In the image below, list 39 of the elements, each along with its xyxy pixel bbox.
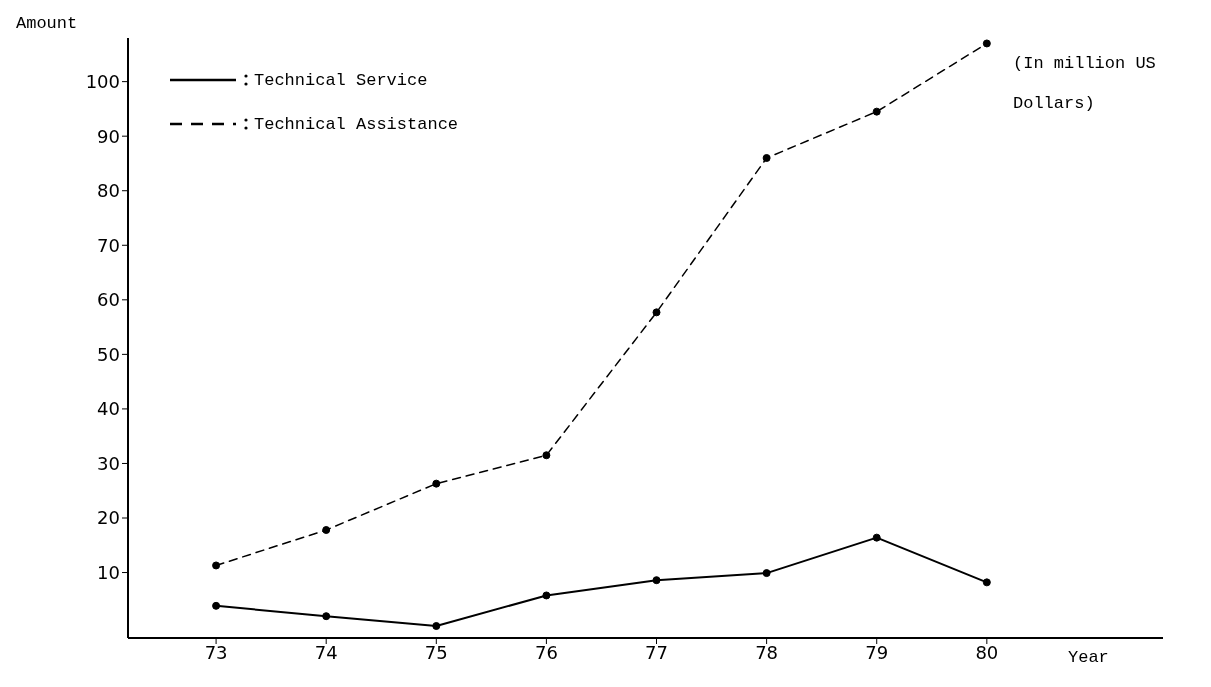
- point: [762, 569, 771, 578]
- point: [322, 612, 331, 621]
- point: [982, 39, 991, 48]
- point: [982, 578, 991, 587]
- x-tick-label: 79: [865, 641, 889, 663]
- y-tick-label: 40: [97, 398, 120, 420]
- point: [322, 526, 331, 534]
- point: [652, 576, 661, 585]
- y-tick-label: 10: [97, 561, 120, 583]
- y-axis-title: Amount: [16, 14, 78, 33]
- y-tick-label: 90: [97, 125, 120, 147]
- point: [872, 107, 881, 116]
- text: (In million US Dollars): [1013, 54, 1156, 113]
- y-tick-label: 100: [85, 71, 120, 93]
- x-tick-label: 80: [975, 641, 999, 663]
- point: [432, 622, 441, 630]
- point: [652, 308, 661, 317]
- point: [872, 533, 881, 542]
- x-axis-title: Year: [1068, 648, 1109, 667]
- x-tick-label: 76: [534, 641, 558, 663]
- x-tick-label: 75: [424, 641, 448, 663]
- point: [762, 154, 771, 162]
- x-tick-label: 74: [314, 641, 338, 663]
- y-tick-label: 80: [97, 180, 120, 202]
- point: [542, 451, 551, 460]
- legend-label: Technical Assistance: [254, 114, 459, 134]
- point: [212, 601, 221, 610]
- point: [542, 591, 551, 600]
- y-tick-label: 50: [97, 343, 120, 365]
- y-tick-label: 30: [97, 452, 120, 474]
- y-tick-label: 60: [97, 289, 120, 311]
- y-tick-label: 20: [97, 507, 120, 529]
- x-tick-label: 78: [755, 641, 779, 663]
- point: [432, 479, 441, 488]
- x-tick-label: 73: [204, 641, 228, 663]
- x-tick-label: 77: [645, 641, 668, 663]
- legend-label: Technical Service: [254, 70, 428, 90]
- y-tick-label: 70: [97, 234, 120, 256]
- point: [212, 561, 221, 570]
